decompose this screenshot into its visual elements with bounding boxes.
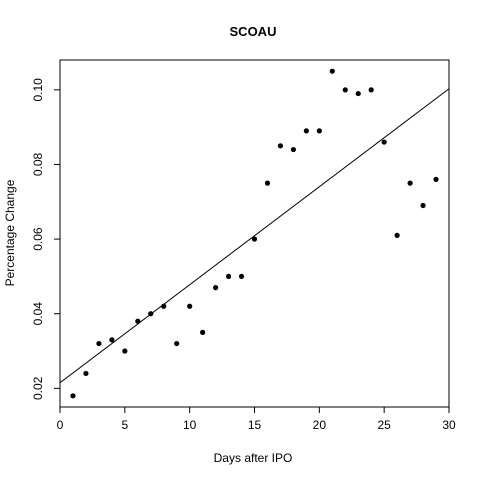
y-tick-label: 0.02 <box>31 376 45 400</box>
y-tick-label: 0.06 <box>31 227 45 251</box>
y-tick-label: 0.04 <box>31 302 45 326</box>
data-point <box>394 232 400 238</box>
data-point <box>238 273 245 280</box>
x-axis: 0 5 10 15 20 25 30 <box>57 407 456 432</box>
data-point <box>264 180 271 186</box>
data-point <box>420 202 426 209</box>
regression-line <box>59 88 450 384</box>
plot-frame <box>59 59 450 408</box>
data-point <box>342 87 348 93</box>
data-points <box>70 68 439 399</box>
data-point <box>381 139 387 145</box>
data-point <box>109 337 115 343</box>
data-point <box>70 393 76 399</box>
chart-title: SCOAU <box>230 24 277 39</box>
x-tick-label: 0 <box>57 418 64 432</box>
data-point <box>96 340 102 347</box>
y-axis: 0.02 0.04 0.06 0.08 0.10 <box>31 78 60 400</box>
data-point <box>368 87 374 93</box>
x-tick-label: 30 <box>442 418 456 432</box>
y-axis-label: Percentage Change <box>3 179 17 286</box>
data-point <box>83 370 89 377</box>
data-point <box>251 236 258 242</box>
data-point <box>407 180 413 186</box>
x-tick-label: 5 <box>121 418 128 432</box>
data-point <box>329 68 335 74</box>
data-point <box>355 90 361 97</box>
data-point <box>303 128 309 134</box>
data-point <box>122 348 128 354</box>
x-tick-label: 25 <box>377 418 391 432</box>
x-tick-label: 10 <box>183 418 197 432</box>
data-point <box>200 329 206 335</box>
data-point <box>277 143 284 149</box>
data-point <box>316 128 322 134</box>
x-axis-label: Days after IPO <box>214 451 293 465</box>
x-tick-label: 15 <box>248 418 262 432</box>
data-point <box>225 273 232 280</box>
data-point <box>290 146 296 153</box>
data-point <box>187 303 193 309</box>
y-tick-label: 0.08 <box>31 152 45 176</box>
y-tick-label: 0.10 <box>31 78 45 102</box>
data-point <box>433 176 439 182</box>
data-point <box>213 285 219 291</box>
data-point <box>174 340 180 347</box>
x-tick-label: 20 <box>313 418 327 432</box>
